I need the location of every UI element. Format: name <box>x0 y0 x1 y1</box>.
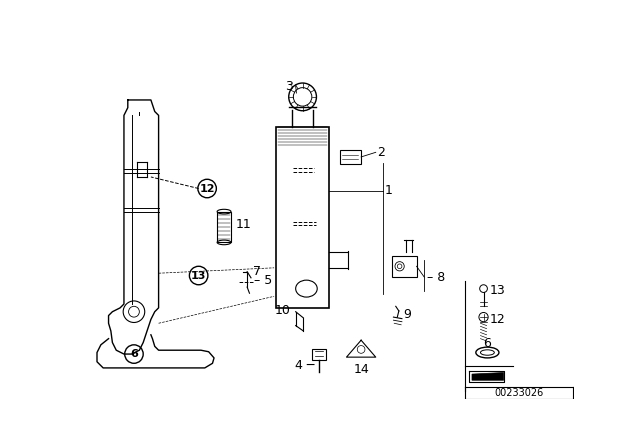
Text: 12: 12 <box>490 313 506 326</box>
Text: – 5: – 5 <box>254 275 273 288</box>
Text: 9: 9 <box>403 307 412 320</box>
Text: 2: 2 <box>378 146 385 159</box>
Text: – 8: – 8 <box>427 271 445 284</box>
Text: 7: 7 <box>253 265 260 278</box>
Text: 11: 11 <box>236 218 252 231</box>
Text: 13: 13 <box>191 271 206 280</box>
Polygon shape <box>472 373 504 380</box>
Bar <box>276 127 329 308</box>
Text: 14: 14 <box>353 363 369 376</box>
Text: 1: 1 <box>385 184 393 197</box>
Text: 3: 3 <box>285 80 292 93</box>
Text: 13: 13 <box>490 284 506 297</box>
Text: 6: 6 <box>130 349 138 359</box>
Bar <box>217 211 231 242</box>
Bar <box>392 255 417 277</box>
Text: 4 ─: 4 ─ <box>295 359 314 372</box>
Text: 6: 6 <box>483 337 492 350</box>
Bar <box>340 150 361 164</box>
Bar <box>312 349 326 360</box>
Text: 00233026: 00233026 <box>494 388 543 398</box>
Text: 10: 10 <box>275 304 291 317</box>
Text: 12: 12 <box>200 184 215 194</box>
